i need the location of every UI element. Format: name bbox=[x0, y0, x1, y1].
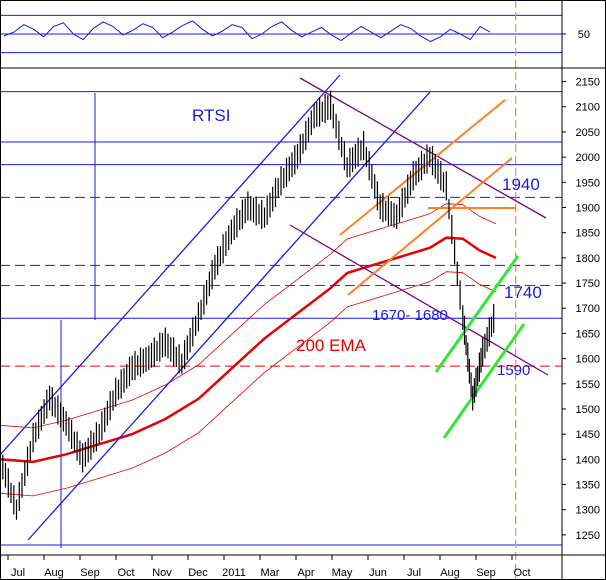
channel-orange-upper bbox=[339, 99, 506, 236]
y-tick-1: 1300 bbox=[576, 505, 600, 517]
channel-blue-lower bbox=[27, 91, 431, 541]
y-tick-5: 1500 bbox=[576, 404, 600, 416]
y-tick-14: 1950 bbox=[576, 177, 600, 189]
y-tick-13: 1900 bbox=[576, 202, 600, 214]
annotation-1: 200 EMA bbox=[296, 336, 367, 355]
price-panel bbox=[0, 0, 562, 580]
x-tick-0: Jul bbox=[11, 567, 25, 579]
x-tick-8: Apr bbox=[297, 567, 314, 579]
upper-band bbox=[0, 203, 497, 429]
osc-y-tick-0: 50 bbox=[578, 29, 590, 41]
x-tick-6: 2011 bbox=[222, 567, 246, 579]
y-tick-10: 1750 bbox=[576, 278, 600, 290]
y-tick-11: 1800 bbox=[576, 253, 600, 265]
y-tick-2: 1350 bbox=[576, 480, 600, 492]
channel-green-lower bbox=[442, 323, 526, 439]
y-tick-3: 1400 bbox=[576, 454, 600, 466]
x-tick-13: Sep bbox=[476, 567, 496, 579]
x-tick-3: Oct bbox=[117, 567, 134, 579]
x-tick-4: Nov bbox=[152, 567, 172, 579]
annotation-3: 1740 bbox=[504, 283, 542, 302]
y-tick-6: 1550 bbox=[576, 379, 600, 391]
oscillator-panel: 50 bbox=[0, 14, 590, 54]
annotations: RTSI 200 EMA 1940 1740 1670- 1680 1590 bbox=[192, 106, 542, 379]
channel-orange-lower bbox=[347, 157, 513, 296]
channel-purple-upper bbox=[299, 77, 547, 219]
x-tick-9: May bbox=[332, 567, 353, 579]
y-tick-17: 2100 bbox=[576, 102, 600, 114]
lower-band bbox=[0, 271, 497, 497]
y-tick-4: 1450 bbox=[576, 429, 600, 441]
osc-line bbox=[3, 20, 491, 43]
annotation-0: RTSI bbox=[192, 106, 230, 125]
x-tick-10: Jun bbox=[369, 567, 387, 579]
channel-blue-upper bbox=[0, 74, 341, 456]
x-tick-7: Mar bbox=[261, 567, 280, 579]
y-tick-15: 2000 bbox=[576, 152, 600, 164]
y-tick-0: 1250 bbox=[576, 530, 600, 542]
x-tick-1: Aug bbox=[44, 567, 64, 579]
y-tick-16: 2050 bbox=[576, 127, 600, 139]
y-tick-18: 2150 bbox=[576, 77, 600, 89]
y-tick-9: 1700 bbox=[576, 303, 600, 315]
y-tick-8: 1650 bbox=[576, 328, 600, 340]
x-tick-11: Jul bbox=[407, 567, 421, 579]
x-tick-2: Sep bbox=[80, 567, 100, 579]
y-tick-12: 1850 bbox=[576, 228, 600, 240]
annotation-2: 1940 bbox=[502, 175, 540, 194]
channel-green-upper bbox=[434, 255, 520, 373]
ema-line bbox=[0, 236, 497, 464]
x-tick-14: Oct bbox=[513, 567, 530, 579]
annotation-4: 1670- 1680 bbox=[372, 307, 448, 324]
x-tick-12: Aug bbox=[440, 567, 460, 579]
y-tick-7: 1600 bbox=[576, 354, 600, 366]
x-tick-5: Dec bbox=[188, 567, 208, 579]
annotation-5: 1590 bbox=[497, 362, 530, 379]
